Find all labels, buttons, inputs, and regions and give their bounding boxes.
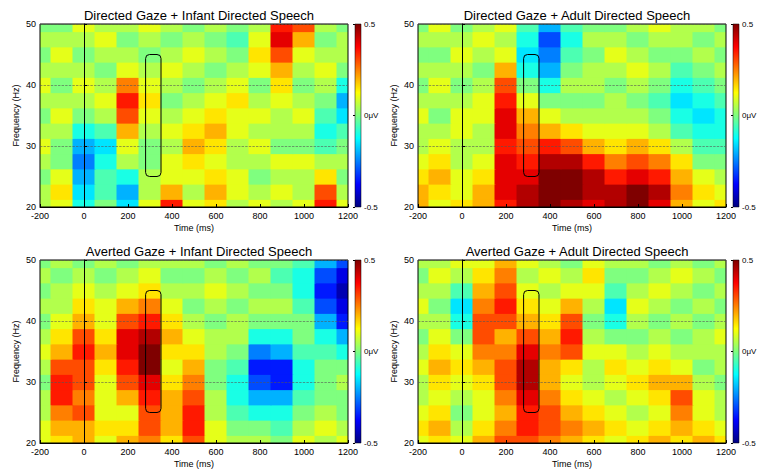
- svg-text:Directed Gaze + Adult Directed: Directed Gaze + Adult Directed Speech: [464, 8, 691, 23]
- svg-text:600: 600: [208, 211, 223, 221]
- svg-text:50: 50: [26, 19, 36, 29]
- svg-text:200: 200: [120, 447, 135, 457]
- svg-text:0: 0: [459, 211, 464, 221]
- svg-text:0μV: 0μV: [364, 347, 379, 356]
- svg-text:800: 800: [630, 211, 645, 221]
- svg-text:1000: 1000: [294, 211, 314, 221]
- svg-text:800: 800: [252, 211, 267, 221]
- svg-text:400: 400: [542, 211, 557, 221]
- svg-text:20: 20: [26, 438, 36, 448]
- svg-text:600: 600: [586, 447, 601, 457]
- svg-text:-0.5: -0.5: [742, 439, 756, 448]
- svg-text:0: 0: [81, 211, 86, 221]
- svg-text:200: 200: [498, 447, 513, 457]
- svg-text:Averted Gaze + Adult Directed: Averted Gaze + Adult Directed Speech: [466, 244, 689, 259]
- svg-text:40: 40: [404, 80, 414, 90]
- svg-text:800: 800: [630, 447, 645, 457]
- svg-text:-200: -200: [409, 211, 427, 221]
- svg-text:-200: -200: [31, 447, 49, 457]
- svg-text:600: 600: [208, 447, 223, 457]
- svg-text:600: 600: [586, 211, 601, 221]
- svg-text:1200: 1200: [716, 211, 736, 221]
- svg-text:200: 200: [120, 211, 135, 221]
- svg-text:0.5: 0.5: [364, 256, 376, 265]
- svg-text:Frequency (Hz): Frequency (Hz): [11, 84, 21, 146]
- svg-text:0μV: 0μV: [742, 111, 757, 120]
- svg-text:Directed Gaze + Infant Directe: Directed Gaze + Infant Directed Speech: [84, 8, 314, 23]
- svg-text:20: 20: [404, 438, 414, 448]
- svg-text:-200: -200: [409, 447, 427, 457]
- svg-text:0μV: 0μV: [742, 347, 757, 356]
- svg-text:1200: 1200: [338, 447, 358, 457]
- svg-text:-0.5: -0.5: [364, 203, 378, 212]
- svg-text:400: 400: [164, 447, 179, 457]
- svg-text:400: 400: [164, 211, 179, 221]
- svg-text:0.5: 0.5: [364, 20, 376, 29]
- svg-text:1200: 1200: [338, 211, 358, 221]
- svg-text:20: 20: [404, 202, 414, 212]
- svg-text:Averted Gaze + Infant Directed: Averted Gaze + Infant Directed Speech: [86, 244, 312, 259]
- svg-text:-200: -200: [31, 211, 49, 221]
- svg-text:1000: 1000: [672, 211, 692, 221]
- svg-text:0.5: 0.5: [742, 20, 754, 29]
- svg-text:Time (ms): Time (ms): [552, 459, 592, 469]
- svg-text:30: 30: [26, 377, 36, 387]
- svg-text:Time (ms): Time (ms): [552, 223, 592, 233]
- svg-text:1000: 1000: [672, 447, 692, 457]
- svg-text:400: 400: [542, 447, 557, 457]
- svg-text:30: 30: [404, 141, 414, 151]
- svg-text:0.5: 0.5: [742, 256, 754, 265]
- svg-text:800: 800: [252, 447, 267, 457]
- svg-text:-0.5: -0.5: [742, 203, 756, 212]
- svg-text:30: 30: [404, 377, 414, 387]
- svg-text:40: 40: [26, 80, 36, 90]
- svg-text:Time (ms): Time (ms): [174, 223, 214, 233]
- svg-text:Time (ms): Time (ms): [174, 459, 214, 469]
- svg-text:Frequency (Hz): Frequency (Hz): [389, 320, 399, 382]
- svg-text:50: 50: [404, 255, 414, 265]
- svg-text:1000: 1000: [294, 447, 314, 457]
- svg-text:Frequency (Hz): Frequency (Hz): [389, 84, 399, 146]
- svg-text:200: 200: [498, 211, 513, 221]
- svg-text:-0.5: -0.5: [364, 439, 378, 448]
- svg-text:1200: 1200: [716, 447, 736, 457]
- svg-text:Frequency (Hz): Frequency (Hz): [11, 320, 21, 382]
- svg-text:40: 40: [26, 316, 36, 326]
- svg-text:50: 50: [404, 19, 414, 29]
- svg-text:0μV: 0μV: [364, 111, 379, 120]
- svg-text:50: 50: [26, 255, 36, 265]
- svg-text:0: 0: [459, 447, 464, 457]
- svg-text:0: 0: [81, 447, 86, 457]
- svg-text:40: 40: [404, 316, 414, 326]
- svg-text:30: 30: [26, 141, 36, 151]
- svg-text:20: 20: [26, 202, 36, 212]
